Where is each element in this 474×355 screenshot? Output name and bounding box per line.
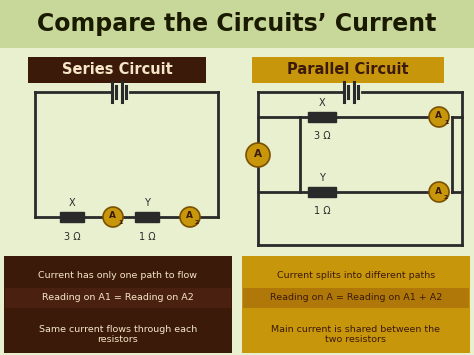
Text: Y: Y [319,173,325,183]
Text: Series Circuit: Series Circuit [62,62,173,77]
Text: Parallel Circuit: Parallel Circuit [287,62,409,77]
Text: 1 Ω: 1 Ω [314,206,330,216]
Text: 3 Ω: 3 Ω [64,232,80,242]
FancyBboxPatch shape [5,288,231,308]
Text: Current has only one path to flow: Current has only one path to flow [38,271,198,279]
Text: Reading on A = Reading on A1 + A2: Reading on A = Reading on A1 + A2 [270,294,442,302]
Text: Y: Y [144,198,150,208]
FancyBboxPatch shape [243,317,469,352]
FancyBboxPatch shape [243,288,469,308]
FancyBboxPatch shape [0,0,474,48]
Circle shape [429,107,449,127]
Text: Current splits into different paths: Current splits into different paths [277,271,435,279]
Bar [308,112,336,122]
Text: Main current is shared between the
two resistors: Main current is shared between the two r… [272,325,440,344]
Text: A: A [109,212,116,220]
FancyBboxPatch shape [5,265,231,285]
FancyBboxPatch shape [4,256,232,353]
Text: 3 Ω: 3 Ω [314,131,330,141]
FancyBboxPatch shape [243,265,469,285]
Text: Reading on A1 = Reading on A2: Reading on A1 = Reading on A2 [42,294,194,302]
Text: 1 Ω: 1 Ω [139,232,155,242]
Text: 1: 1 [118,220,122,225]
FancyBboxPatch shape [28,57,206,83]
Text: 2: 2 [444,195,448,200]
Bar [308,187,336,197]
Text: Compare the Circuits’ Current: Compare the Circuits’ Current [37,12,437,36]
Text: A: A [435,111,441,120]
Bar [135,212,159,222]
Text: X: X [319,98,325,108]
FancyBboxPatch shape [252,57,444,83]
Circle shape [103,207,123,227]
Text: A: A [435,186,441,196]
Text: A: A [185,212,192,220]
Circle shape [429,182,449,202]
Text: Same current flows through each
resistors: Same current flows through each resistor… [39,325,197,344]
Bar [60,212,84,222]
Text: A: A [254,149,262,159]
Text: 1: 1 [444,120,448,125]
Text: X: X [69,198,75,208]
Circle shape [180,207,200,227]
Text: 2: 2 [195,220,200,225]
FancyBboxPatch shape [242,256,470,353]
Circle shape [246,143,270,167]
FancyBboxPatch shape [5,317,231,352]
